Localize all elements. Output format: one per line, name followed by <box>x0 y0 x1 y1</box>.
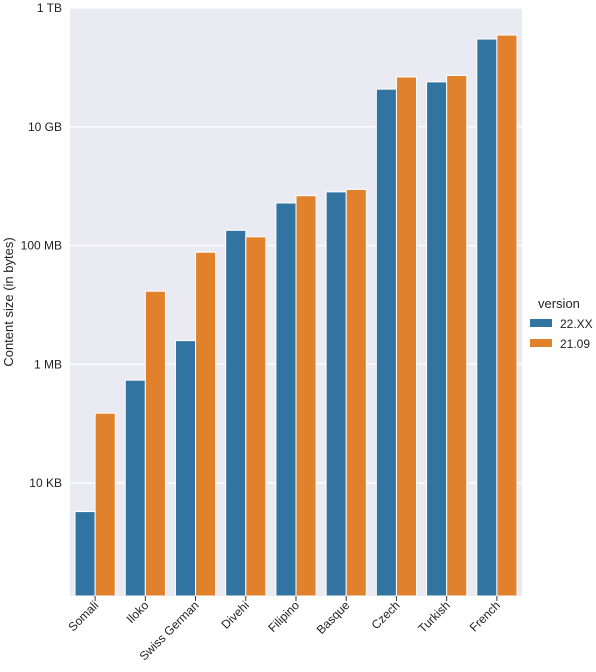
bar-iloko-21.09 <box>144 290 166 597</box>
x-tick-label: Turkish <box>415 598 452 635</box>
y-tick-label: 1 MB <box>34 357 62 371</box>
y-tick-label: 1 TB <box>37 1 62 15</box>
y-tick-label: 100 MB <box>21 239 62 253</box>
bar-swiss-german-21.09 <box>195 251 217 597</box>
legend-swatch <box>530 319 552 327</box>
x-tick-label: Iloko <box>124 598 152 626</box>
y-tick-label: 10 KB <box>29 476 62 490</box>
x-tick-label: Basque <box>314 598 353 637</box>
bar-turkish-22.XX <box>426 81 448 597</box>
x-tick-label: Divehi <box>218 598 251 631</box>
legend: version 22.XX 21.09 <box>530 296 593 351</box>
bar-somali-21.09 <box>94 412 116 597</box>
bar-french-22.XX <box>476 38 498 597</box>
bar-divehi-22.XX <box>225 229 247 597</box>
y-axis-label: Content size (in bytes) <box>1 237 16 366</box>
x-tick-label: Somali <box>65 598 101 634</box>
x-tick-label: Filipino <box>265 598 302 635</box>
bar-iloko-22.XX <box>124 379 146 597</box>
bars <box>74 34 518 597</box>
bar-czech-22.XX <box>375 88 397 597</box>
bar-filipino-22.XX <box>275 202 297 597</box>
bar-turkish-21.09 <box>446 74 468 597</box>
legend-label: 22.XX <box>560 317 593 331</box>
bar-basque-21.09 <box>345 188 367 597</box>
bar-swiss-german-22.XX <box>174 340 197 597</box>
y-tick-labels: 1 TB 10 GB 100 MB 1 MB 10 KB <box>21 1 62 490</box>
bar-french-21.09 <box>496 34 518 597</box>
x-tick-label: Czech <box>369 598 403 632</box>
y-tick-label: 10 GB <box>28 120 62 134</box>
bar-somali-22.XX <box>74 511 96 597</box>
legend-title: version <box>538 296 580 311</box>
legend-label: 21.09 <box>560 337 590 351</box>
bar-filipino-21.09 <box>295 195 317 597</box>
bar-czech-21.09 <box>395 76 418 597</box>
x-tick-label: French <box>467 598 503 634</box>
bar-basque-22.XX <box>325 191 347 597</box>
bar-divehi-21.09 <box>245 236 267 597</box>
legend-swatch <box>530 339 552 347</box>
